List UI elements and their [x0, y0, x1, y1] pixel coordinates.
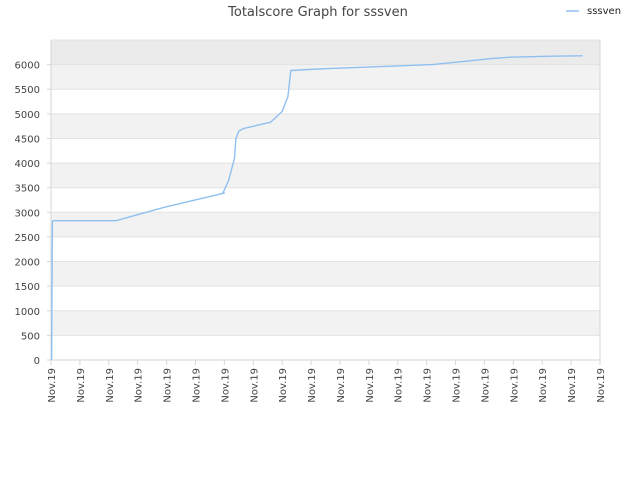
plot-band: [51, 310, 600, 336]
legend[interactable]: sssven: [566, 6, 621, 17]
x-tick-label: Nov.19: [538, 368, 549, 403]
x-tick-label: Nov.19: [307, 368, 318, 403]
axes: [50, 40, 601, 361]
x-tick-label: Nov.19: [394, 368, 405, 403]
x-tick-label: Nov.19: [47, 368, 58, 403]
x-tick-labels: Nov.19 Nov.19 Nov.19 Nov.19 Nov.19 Nov.19 Nov.…: [47, 360, 607, 403]
x-tick-label: Nov.19: [191, 368, 202, 403]
y-tick-label: 1500: [15, 282, 40, 293]
plot-band: [51, 113, 600, 139]
x-tick-label: Nov.19: [134, 368, 145, 403]
y-tick-label: 3500: [15, 184, 40, 195]
y-tick-label: 5000: [15, 110, 40, 121]
x-tick-label: Nov.19: [596, 368, 607, 403]
y-tick-label: 4000: [15, 159, 40, 170]
y-tick-label: 2500: [15, 233, 40, 244]
plot-band: [51, 163, 600, 188]
y-tick-label: 6000: [15, 61, 40, 72]
chart-title: Totalscore Graph for sssven: [227, 5, 408, 20]
y-tick-label: 0: [34, 356, 40, 367]
x-tick-label: Nov.19: [452, 368, 463, 403]
x-tick-label: Nov.19: [249, 368, 260, 403]
y-tick-label: 4500: [15, 134, 40, 145]
x-tick-label: Nov.19: [567, 368, 578, 403]
series-layer: [50, 55, 583, 361]
y-tick-label: 1000: [15, 307, 40, 318]
x-tick-label: Nov.19: [336, 368, 347, 403]
x-tick-label: Nov.19: [480, 368, 491, 403]
x-tick-label: Nov.19: [76, 368, 87, 403]
x-tick-label: Nov.19: [423, 368, 434, 403]
x-tick-label: Nov.19: [105, 368, 116, 403]
y-tick-label: 3000: [15, 208, 40, 219]
plot-band: [51, 40, 600, 65]
y-tick-label: 5500: [15, 85, 40, 96]
y-tick-label: 2000: [15, 258, 40, 269]
x-tick-label: Nov.19: [278, 368, 289, 403]
x-tick-label: Nov.19: [220, 368, 231, 403]
plot-bands: [51, 40, 600, 336]
y-tick-labels: 0 500 1000 1500 2000 2500 3000 3500 4000 4500 5000…: [15, 61, 51, 367]
plot-band: [51, 212, 600, 237]
y-tick-label: 500: [21, 331, 40, 342]
x-tick-label: Nov.19: [509, 368, 520, 403]
series-line-sssven: [50, 55, 583, 361]
x-tick-label: Nov.19: [365, 368, 376, 403]
plot-band: [51, 261, 600, 287]
legend-label-sssven: sssven: [587, 6, 621, 17]
x-tick-label: Nov.19: [163, 368, 174, 403]
